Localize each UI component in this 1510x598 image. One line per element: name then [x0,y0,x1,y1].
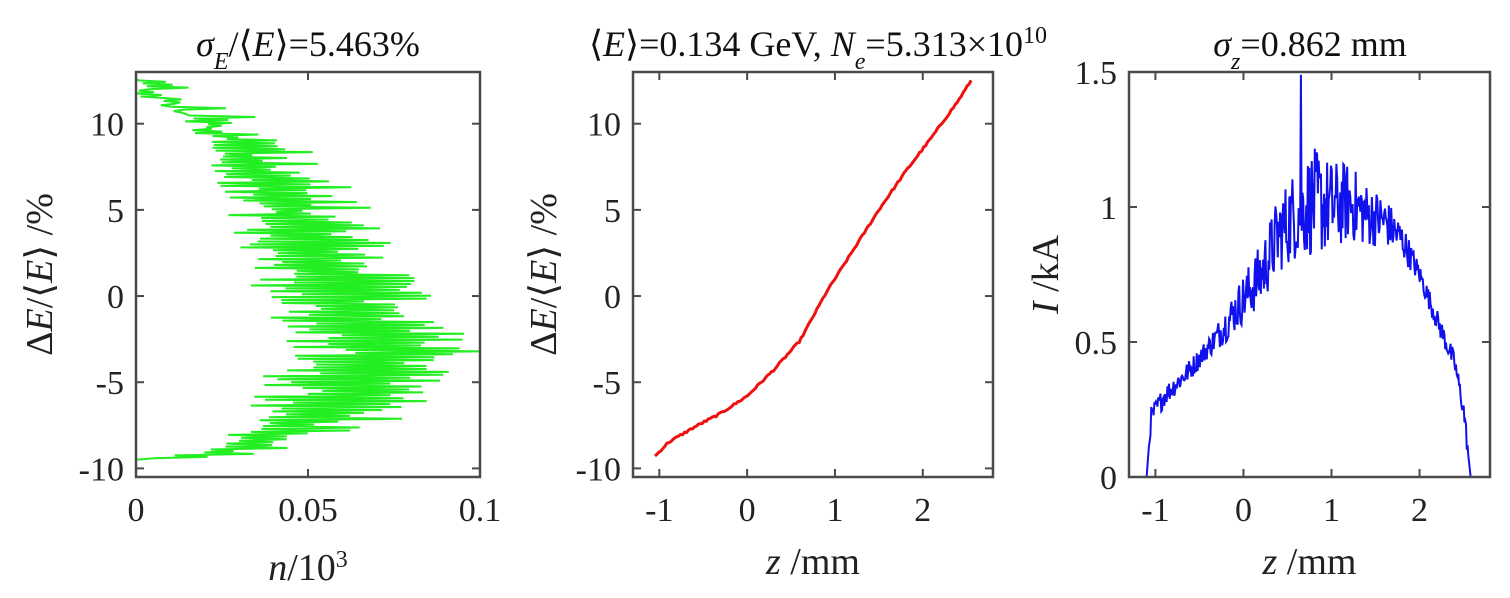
plot-frame-2 [631,70,995,479]
y-tick-label: 10 [587,107,621,144]
x-tick-label: -1 [645,492,673,529]
y-tick-label: 5 [107,193,124,230]
histogram-trace [135,78,481,461]
x-tick-label: -1 [1141,492,1169,529]
y-tick-label: 1 [1100,190,1117,227]
x-tick-label: 0 [739,492,756,529]
trace-group-1 [135,78,481,461]
y-axis-label: ΔE/⟨E⟩ /% [523,193,565,356]
panel-3: -1 0 1 2 0 0.5 1 1.5 [1075,55,1492,529]
current-trace [1145,74,1472,478]
plot-frame-3 [1127,70,1492,479]
x-tick-label: 2 [1411,492,1428,529]
y-axis-label: ΔE/⟨E⟩ /% [19,193,61,356]
y-tick-label: -5 [96,365,124,402]
y-tick-label: 0.5 [1075,325,1118,362]
y-tick-label: 0 [604,279,621,316]
panel-1: 0 0.05 0.1 -10 -5 0 5 10 [79,70,502,529]
trace-group-2 [653,79,973,458]
y-axis-label: I /kA [1025,234,1067,315]
y-tick-label: -5 [593,365,621,402]
x-tick-label: 1 [826,492,843,529]
phase-space-trace [653,79,973,458]
y-tick-label: -10 [79,451,124,488]
x-tick-label: 1 [1323,492,1340,529]
x-tick-label: 0.05 [278,492,338,529]
title-energy-spread: σE/⟨E⟩=5.463% [196,24,420,75]
x-axis-label: n/103 [268,547,348,589]
x-axis-label: z /mm [765,541,860,583]
y-tick-label: 10 [90,107,124,144]
x-tick-label: 0.1 [459,492,502,529]
title-mean-energy: ⟨E⟩=0.134 GeV, Ne=5.313×1010 [589,23,1047,75]
x-tick-label: 2 [914,492,931,529]
y-tick-label: 0 [1100,460,1117,497]
y-tick-label: 0 [107,279,124,316]
x-tick-label: 0 [128,492,145,529]
y-tick-label: 1.5 [1075,55,1118,92]
title-bunch-length: σz=0.862 mm [1213,24,1406,75]
y-tick-label: -10 [576,451,621,488]
trace-group-3 [1145,74,1472,478]
y-tick-label: 5 [604,193,621,230]
x-axis-label: z /mm [1262,541,1357,583]
x-tick-label: 0 [1235,492,1252,529]
